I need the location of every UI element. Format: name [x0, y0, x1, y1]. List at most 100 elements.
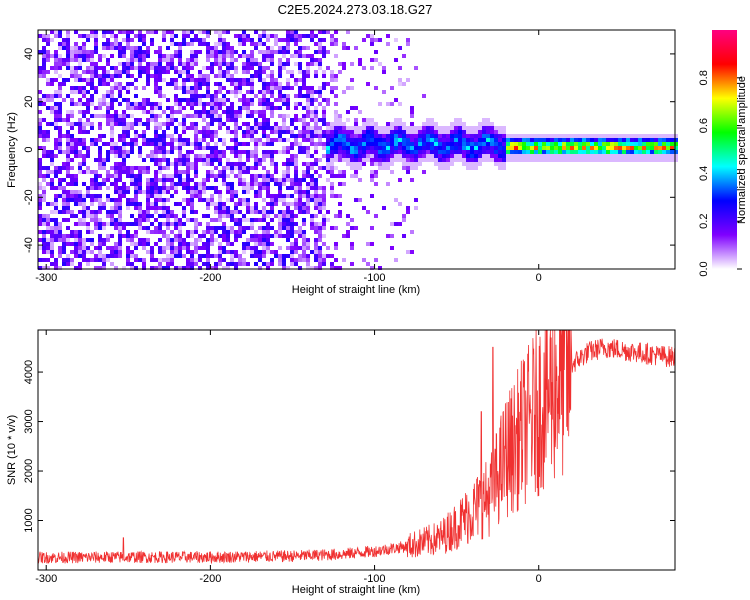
heatmap-cell — [118, 62, 122, 66]
heatmap-cell — [318, 186, 322, 190]
heatmap-cell — [314, 186, 318, 190]
heatmap-cell — [358, 146, 362, 150]
heatmap-cell — [378, 154, 382, 158]
heatmap-cell — [210, 70, 214, 74]
heatmap-cell — [154, 74, 158, 78]
heatmap-cell — [62, 250, 66, 254]
heatmap-cell — [114, 198, 118, 202]
heatmap-cell — [454, 154, 458, 158]
heatmap-cell — [474, 134, 478, 138]
heatmap-cell — [578, 150, 582, 154]
heatmap-cell — [278, 178, 282, 182]
heatmap-cell — [406, 42, 410, 46]
heatmap-cell — [302, 34, 306, 38]
heatmap-cell — [286, 214, 290, 218]
heatmap-cell — [530, 142, 534, 146]
heatmap-cell — [630, 154, 634, 158]
heatmap-cell — [306, 162, 310, 166]
heatmap-cell — [194, 138, 198, 142]
heatmap-cell — [670, 134, 674, 138]
heatmap-cell — [318, 158, 322, 162]
heatmap-cell — [330, 266, 334, 270]
heatmap-cell — [202, 82, 206, 86]
heatmap-cell — [274, 214, 278, 218]
heatmap-cell — [318, 250, 322, 254]
heatmap-cell — [510, 150, 514, 154]
heatmap-cell — [326, 82, 330, 86]
heatmap-cell — [330, 150, 334, 154]
heatmap-cell — [530, 150, 534, 154]
heatmap-cell — [90, 142, 94, 146]
heatmap-cell — [166, 30, 170, 34]
heatmap-cell — [270, 126, 274, 130]
heatmap-cell — [194, 218, 198, 222]
heatmap-cell — [274, 86, 278, 90]
snr-y-axis-label: SNR (10 * v/v) — [6, 415, 18, 485]
heatmap-cell — [82, 142, 86, 146]
heatmap-cell — [346, 234, 350, 238]
heatmap-cell — [554, 142, 558, 146]
heatmap-cell — [322, 226, 326, 230]
heatmap-cell — [314, 222, 318, 226]
heatmap-cell — [362, 142, 366, 146]
heatmap-cell — [458, 158, 462, 162]
heatmap-cell — [370, 130, 374, 134]
heatmap-cell — [246, 106, 250, 110]
heatmap-cell — [190, 78, 194, 82]
heatmap-cell — [398, 102, 402, 106]
heatmap-cell — [114, 218, 118, 222]
heatmap-cell — [286, 158, 290, 162]
heatmap-cell — [590, 142, 594, 146]
heatmap-cell — [62, 262, 66, 266]
heatmap-cell — [194, 130, 198, 134]
heatmap-cell — [242, 242, 246, 246]
heatmap-cell — [334, 114, 338, 118]
heatmap-cell — [334, 42, 338, 46]
heatmap-cell — [190, 126, 194, 130]
heatmap-cell — [282, 150, 286, 154]
heatmap-cell — [398, 130, 402, 134]
heatmap-cell — [134, 254, 138, 258]
heatmap-cell — [378, 62, 382, 66]
heatmap-cell — [390, 134, 394, 138]
heatmap-cell — [386, 234, 390, 238]
heatmap-cell — [82, 46, 86, 50]
heatmap-cell — [238, 110, 242, 114]
heatmap-cell — [290, 162, 294, 166]
heatmap-cell — [242, 50, 246, 54]
heatmap-cell — [158, 54, 162, 58]
heatmap-cell — [362, 154, 366, 158]
heatmap-cell — [542, 150, 546, 154]
heatmap-cell — [262, 214, 266, 218]
heatmap-cell — [378, 38, 382, 42]
heatmap-cell — [222, 170, 226, 174]
heatmap-cell — [210, 134, 214, 138]
heatmap-cell — [154, 82, 158, 86]
heatmap-cell — [194, 62, 198, 66]
heatmap-cell — [590, 146, 594, 150]
heatmap-cell — [450, 134, 454, 138]
heatmap-cell — [150, 150, 154, 154]
heatmap-cell — [158, 134, 162, 138]
heatmap-cell — [142, 98, 146, 102]
heatmap-cell — [102, 238, 106, 242]
heatmap-cell — [214, 118, 218, 122]
heatmap-cell — [142, 258, 146, 262]
heatmap-cell — [394, 158, 398, 162]
heatmap-cell — [82, 210, 86, 214]
heatmap-cell — [162, 110, 166, 114]
heatmap-cell — [266, 90, 270, 94]
heatmap-cell — [130, 202, 134, 206]
heatmap-cell — [342, 62, 346, 66]
heatmap-cell — [562, 150, 566, 154]
heatmap-cell — [242, 186, 246, 190]
heatmap-cell — [118, 222, 122, 226]
heatmap-cell — [122, 118, 126, 122]
heatmap-cell — [50, 106, 54, 110]
heatmap-cell — [462, 162, 466, 166]
heatmap-cell — [134, 246, 138, 250]
heatmap-cell — [510, 146, 514, 150]
heatmap-cell — [230, 50, 234, 54]
heatmap-cell — [286, 102, 290, 106]
heatmap-cell — [46, 82, 50, 86]
